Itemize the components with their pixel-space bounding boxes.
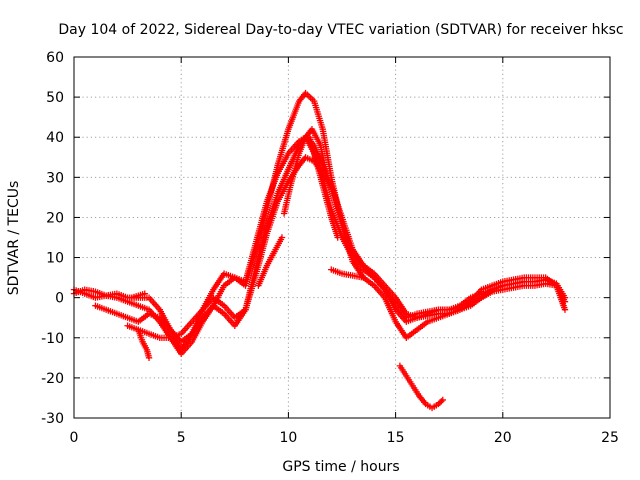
x-tick-label: 25 — [601, 430, 619, 446]
x-axis-label: GPS time / hours — [282, 459, 399, 475]
y-tick-label: 50 — [46, 90, 64, 106]
data-point — [141, 290, 148, 297]
data-point — [438, 398, 445, 405]
series-track-10 — [328, 266, 367, 281]
data-point — [323, 174, 331, 181]
series-track-4 — [124, 154, 506, 341]
series-track-9 — [306, 134, 341, 241]
series-track-11 — [396, 362, 446, 412]
chart-title: Day 104 of 2022, Sidereal Day-to-day VTE… — [58, 22, 623, 38]
y-tick-label: 40 — [46, 130, 64, 146]
y-tick-label: 20 — [46, 210, 64, 226]
series-track-5 — [135, 326, 153, 362]
axis-ticks: 0 5 10 15 20 25 -30 -20 -10 0 10 20 30 40 50 60 — [41, 50, 619, 446]
data-point — [278, 234, 286, 241]
data-point — [439, 396, 446, 404]
x-tick-label: 5 — [177, 430, 186, 446]
plot-frame — [73, 56, 611, 419]
data-point — [561, 306, 569, 313]
y-tick-label: -10 — [41, 331, 64, 347]
x-tick-label: 10 — [279, 430, 297, 446]
y-axis-label: SDTVAR / TECUs — [6, 181, 22, 296]
y-tick-label: 10 — [46, 251, 64, 267]
data-point — [499, 282, 506, 289]
data-point — [334, 234, 341, 241]
y-tick-label: -30 — [41, 411, 64, 427]
y-tick-label: 0 — [55, 291, 64, 307]
series-track-7 — [255, 234, 286, 289]
series-layer — [70, 89, 569, 412]
data-point — [360, 274, 367, 281]
y-tick-label: 60 — [46, 50, 64, 66]
data-point — [145, 354, 153, 362]
y-tick-label: 30 — [46, 170, 64, 186]
series-track-6 — [128, 290, 148, 301]
x-tick-label: 15 — [387, 430, 405, 446]
x-tick-label: 20 — [494, 430, 512, 446]
y-tick-label: -20 — [41, 371, 64, 387]
x-tick-label: 0 — [70, 430, 79, 446]
series-track-8 — [280, 126, 331, 217]
